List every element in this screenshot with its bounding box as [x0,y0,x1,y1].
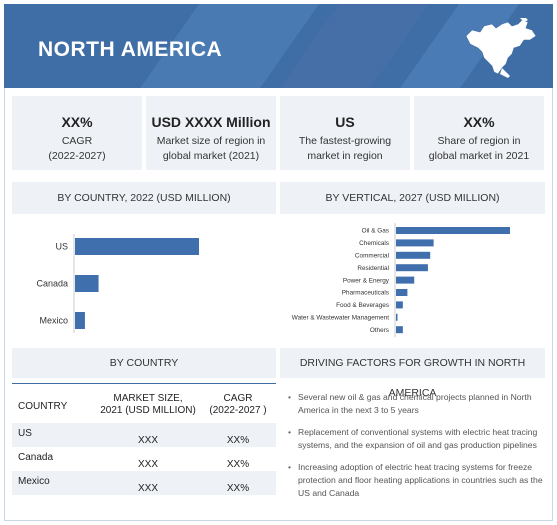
chart-category-label: Commercial [355,253,389,260]
chart-bar [396,251,431,259]
table-cell-cagr: XX% [226,459,250,470]
driver-item: Increasing adoption of electric heat tra… [286,461,548,499]
table-header-country: COUNTRY [18,401,68,412]
driver-item: Replacement of conventional systems with… [286,426,548,451]
chart-bar [75,238,199,255]
kpi-label: Market size of region in [156,135,266,147]
chart-category-label: Residential [357,265,389,272]
kpi-value: XX% [61,114,93,130]
table-cell-size: XXX [137,483,158,494]
chart-category-label: Others [370,327,389,334]
table-cell-country: US [18,428,32,439]
chart-category-label: Mexico [39,316,68,326]
chart-category-label: Power & Energy [343,277,390,284]
chart-category-label: Canada [36,279,68,289]
north-america-map-icon [465,18,537,78]
chart-bar [396,313,398,321]
chart-category-label: Chemicals [359,240,389,247]
chart-bar [75,312,85,329]
table-row: Canada XXX XX% [12,447,276,471]
kpi-share: XX% Share of region in global market in … [414,96,544,170]
table-header-market-size: MARKET SIZE, 2021 (USD MILLION) [100,393,196,416]
chart-bar [396,301,403,309]
kpi-value: US [335,114,355,130]
kpi-label: (2022-2027) [48,150,106,162]
chart-category-label: Food & Beverages [336,302,389,309]
chart-bar [396,227,510,234]
table-header-cagr: CAGR (2022-2027 ) [209,393,267,416]
section-header-by-country: BY COUNTRY, 2022 (USD MILLION) [12,182,276,214]
kpi-market-size: USD XXXX Million Market size of region i… [146,96,276,170]
chart-category-label: US [55,242,68,252]
kpi-label: Share of region in [437,135,521,147]
kpi-value: XX% [463,114,495,130]
section-header-drivers: DRIVING FACTORS FOR GROWTH IN NORTH AMER… [280,348,545,399]
drivers-list: Several new oil & gas and chemical proje… [286,383,548,509]
table-cell-cagr: XX% [226,483,250,494]
page-title: NORTH AMERICA [38,38,223,61]
kpi-label: CAGR [61,135,93,147]
country-bar-chart: US Canada Mexico [36,234,199,333]
chart-category-label: Oil & Gas [362,228,389,235]
kpi-label: market in region [307,150,383,162]
kpi-label: global market in 2021 [428,150,530,162]
chart-category-label: Water & Wastewater Management [292,315,389,322]
kpi-label: global market (2021) [162,150,260,162]
chart-bar [396,276,415,284]
table-row: US XXX XX% [12,423,276,447]
section-header-by-country-table: BY COUNTRY [12,348,276,378]
table-row: Mexico XXX XX% [12,471,276,495]
table-header-row: COUNTRY MARKET SIZE, 2021 (USD MILLION) … [12,389,276,423]
country-table: COUNTRY MARKET SIZE, 2021 (USD MILLION) … [12,383,276,497]
chart-bar [396,289,408,296]
table-cell-country: Canada [18,452,54,463]
kpi-value: USD XXXX Million [151,114,271,130]
vertical-bar-chart: Oil & Gas Chemicals Commercial Residential P… [292,223,510,338]
chart-bar [396,264,428,272]
kpi-cagr: XX% CAGR (2022-2027) [12,96,142,170]
section-header-by-vertical: BY VERTICAL, 2027 (USD MILLION) [280,182,545,214]
kpi-row: XX% CAGR (2022-2027) USD XXXX Million Ma… [12,96,545,170]
driver-item: Several new oil & gas and chemical proje… [286,391,548,416]
header-banner: NORTH AMERICA [4,4,553,88]
table-cell-country: Mexico [18,476,50,487]
chart-bar [75,275,99,292]
table-cell-size: XXX [137,459,158,470]
kpi-label: The fastest-growing [298,135,392,147]
chart-bar [396,326,403,334]
kpi-fastest-growing: US The fastest-growing market in region [280,96,410,170]
chart-category-label: Pharmaceuticals [342,290,389,297]
chart-bar [396,239,434,247]
table-cell-cagr: XX% [226,435,250,446]
table-cell-size: XXX [137,435,158,446]
